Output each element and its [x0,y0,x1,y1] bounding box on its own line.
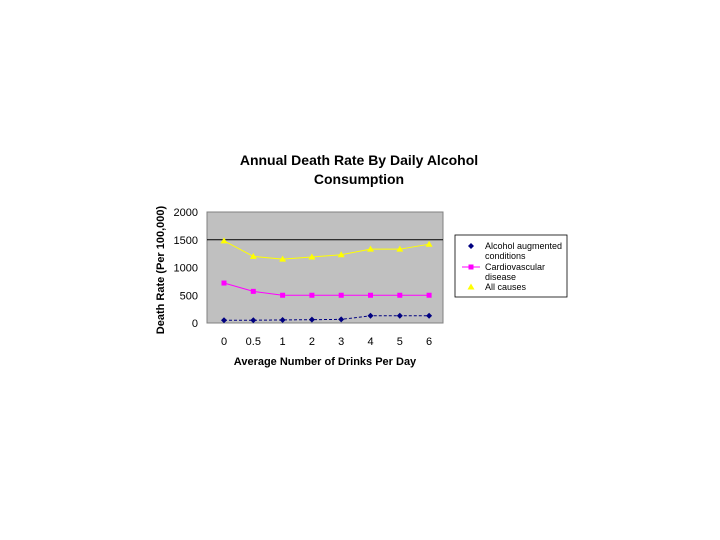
legend-marker [467,283,475,290]
data-point [367,245,374,252]
legend-box [454,234,568,298]
x-tick-label: 6 [426,336,432,348]
x-tick-label: 2 [309,336,315,348]
data-point [367,312,374,319]
y-axis-title: Death Rate (Per 100,000) [155,205,167,334]
data-point [221,317,227,324]
data-point [309,292,315,298]
y-tick-label: 1000 [174,263,198,275]
data-point [338,292,344,298]
chart-title-line: Annual Death Rate By Daily Alcohol [240,152,478,168]
data-point [250,317,257,324]
data-point [337,251,345,258]
legend: Alcohol augmentedconditionsCardiovascula… [454,234,568,298]
x-tick-label: 5 [397,336,403,348]
data-point [308,253,316,260]
legend-marker [468,243,474,249]
data-point [221,280,227,286]
data-point [279,255,287,262]
legend-label: conditions [485,251,526,261]
x-tick-label: 1 [280,336,286,348]
chart-title: Annual Death Rate By Daily Alcohol Consum… [240,152,478,187]
data-point [220,237,228,244]
plot-area [206,211,444,324]
data-point [426,312,433,319]
legend-label: Cardiovascular [485,262,545,272]
data-point [280,292,286,298]
y-tick-label: 500 [180,290,198,302]
data-point [425,240,433,247]
data-point [396,245,404,252]
legend-label: disease [485,272,516,282]
data-point [368,292,373,298]
y-tick-label: 1500 [174,235,198,247]
legend-marker [468,264,474,270]
y-tick-label: 0 [192,318,198,330]
data-point [397,292,403,298]
data-point [396,312,403,319]
series-line [223,240,430,260]
data-point [250,288,256,294]
x-tick-label: 4 [367,336,373,348]
data-point [279,316,286,323]
chart-title-line: Consumption [314,171,404,187]
x-axis-title: Average Number of Drinks Per Day [234,356,417,368]
series-layer [220,237,433,324]
y-axis-ticks: 0 500 1000 1500 2000 [174,207,198,330]
series-line [224,315,430,321]
x-tick-label: 3 [338,336,344,348]
data-point [426,292,432,298]
data-point [338,316,345,323]
x-axis-ticks: 0 0.5 1 2 3 4 5 6 [221,336,432,348]
x-tick-label: 0 [221,336,227,348]
legend-label: Alcohol augmented [485,241,562,251]
legend-label: All causes [485,282,527,292]
series-3 [220,237,433,262]
data-point [308,316,315,323]
x-tick-label: 0.5 [246,336,261,348]
data-point [249,252,257,259]
series-2 [221,280,432,298]
series-1 [221,312,433,324]
series-line [223,282,430,296]
y-tick-label: 2000 [174,207,198,219]
